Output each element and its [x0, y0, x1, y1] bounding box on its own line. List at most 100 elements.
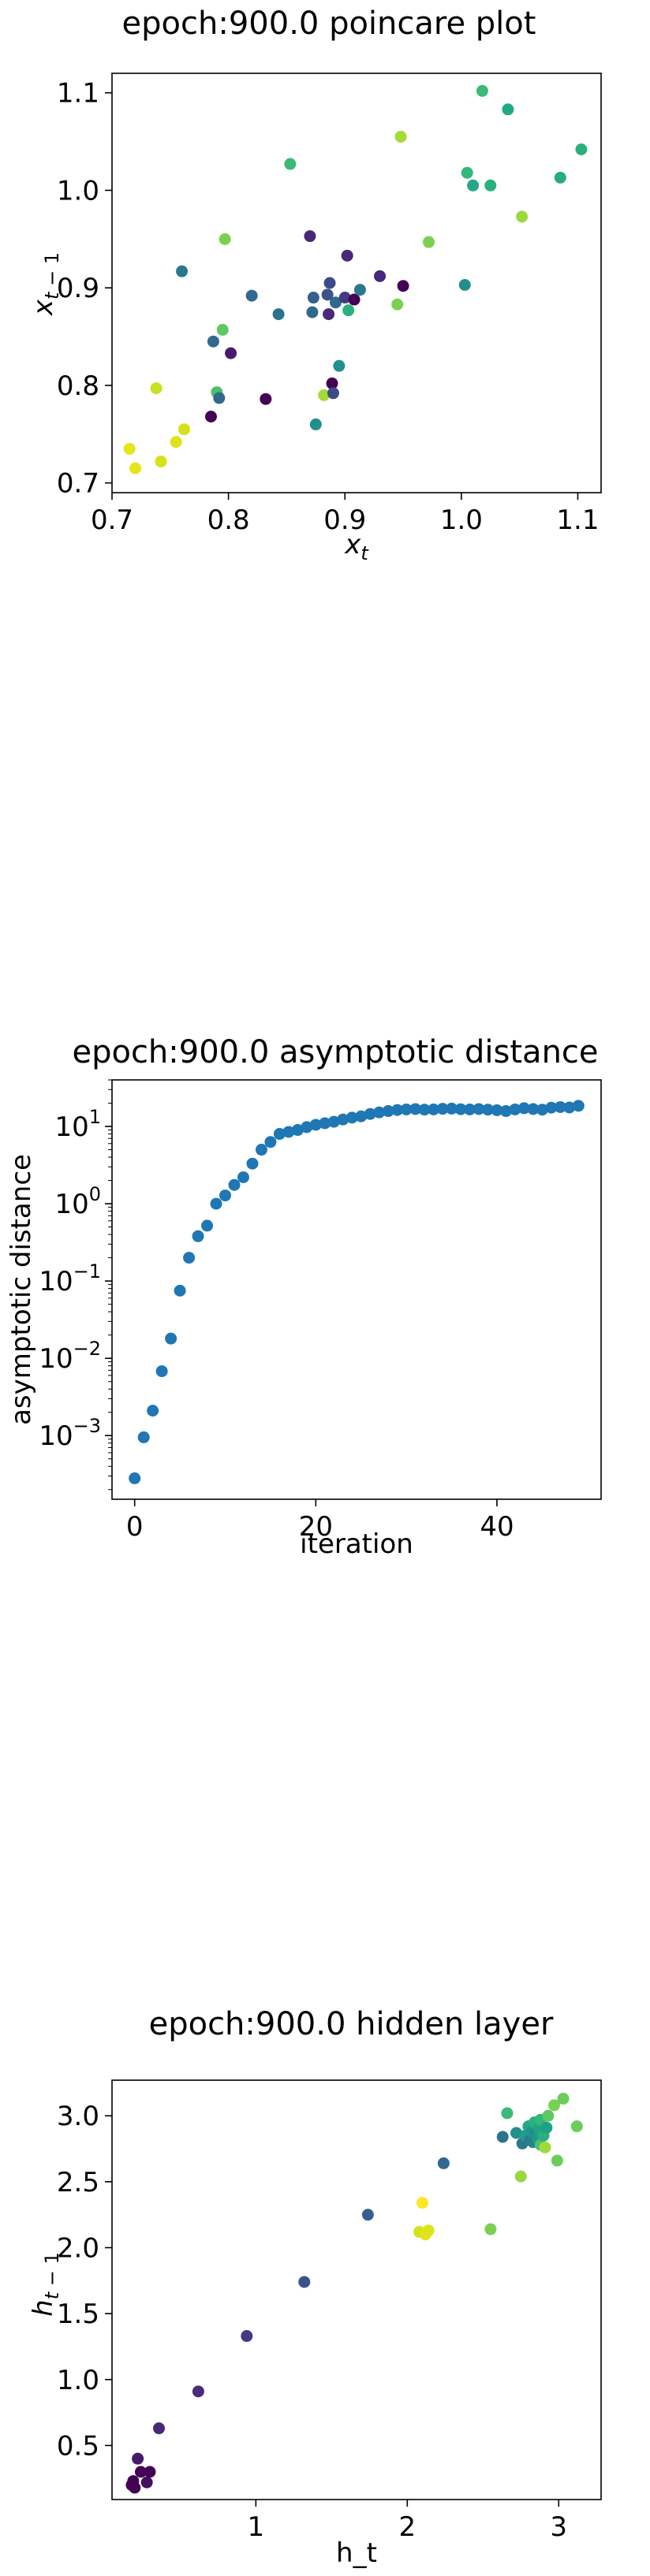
data-point: [539, 2141, 551, 2153]
data-point: [321, 288, 334, 301]
data-point: [516, 210, 529, 223]
y-tick-label: 1.0: [57, 175, 99, 207]
chart-title: epoch:900.0 asymptotic distance: [72, 1034, 598, 1070]
data-point: [575, 143, 588, 156]
data-point: [327, 387, 339, 400]
data-point: [481, 1104, 494, 1116]
data-point: [213, 392, 226, 404]
data-point: [309, 418, 322, 430]
data-point: [150, 382, 162, 395]
data-point: [476, 84, 488, 97]
y-tick-label: 2.0: [57, 2232, 99, 2264]
x-axis-label: xt: [344, 529, 369, 564]
y-tick-label: 10−3: [39, 1415, 101, 1452]
data-point: [174, 1284, 186, 1297]
data-point: [319, 1117, 331, 1130]
x-tick-label: 1.0: [440, 504, 483, 536]
hidden-layer-plot: epoch:900.0 hidden layer 1 2 3 0.5 1.0 1.5 2.…: [28, 2008, 602, 2569]
x-tick-label: 3: [550, 2511, 567, 2543]
y-tick-label: 101: [54, 1106, 101, 1143]
data-point: [536, 1104, 548, 1116]
data-point: [306, 306, 319, 318]
x-tick-label: 2: [398, 2511, 416, 2543]
data-point: [291, 1124, 304, 1137]
data-point: [484, 179, 497, 192]
data-point: [540, 2121, 553, 2134]
y-tick-label: 100: [54, 1183, 101, 1220]
x-tick-label: 20: [299, 1511, 333, 1543]
data-point: [228, 1178, 241, 1191]
y-tick-label: 0.7: [57, 468, 99, 500]
data-point: [129, 1472, 141, 1484]
data-point: [416, 2197, 428, 2209]
y-tick-label: 10−2: [39, 1338, 101, 1375]
data-point: [327, 1115, 340, 1128]
data-point: [323, 308, 335, 321]
data-point: [458, 278, 471, 291]
data-point: [123, 442, 136, 455]
data-point: [361, 2209, 374, 2221]
data-point: [341, 249, 353, 262]
data-point: [563, 1101, 576, 1114]
x-tick-label: 0.8: [207, 504, 250, 536]
data-point: [446, 1102, 458, 1115]
data-point: [272, 308, 285, 321]
data-point: [155, 1365, 168, 1378]
scatter-points: [123, 84, 588, 475]
data-point: [436, 1103, 449, 1115]
data-point: [246, 1157, 259, 1170]
data-point: [400, 1103, 413, 1115]
data-point: [382, 1105, 394, 1118]
data-point: [346, 1111, 358, 1124]
y-tick-label: 0.8: [57, 370, 99, 402]
data-point: [542, 2109, 555, 2122]
data-point: [423, 236, 435, 248]
data-point: [484, 2223, 497, 2235]
data-point: [501, 2107, 514, 2120]
data-point: [298, 2276, 311, 2288]
x-axis: 0 20 40: [126, 1499, 514, 1543]
data-point: [509, 1103, 521, 1115]
data-point: [570, 2120, 583, 2133]
x-axis-label: iteration: [300, 1528, 413, 1560]
data-point: [329, 296, 342, 309]
y-tick-label: 0.5: [57, 2430, 99, 2462]
data-point: [397, 280, 409, 292]
data-point: [155, 455, 167, 467]
data-point: [391, 1104, 404, 1116]
data-point: [499, 1105, 512, 1118]
data-point: [496, 2131, 509, 2143]
data-point: [491, 1104, 503, 1116]
data-point: [554, 171, 566, 184]
data-point: [510, 2127, 523, 2139]
y-axis: 101 100 10−1 10−2 10−3: [39, 1079, 112, 1491]
poincare-plot: epoch:900.0 poincare plot 0.7 0.8 0.9 1.0 1.…: [28, 6, 602, 564]
data-point: [464, 1103, 476, 1115]
data-point: [418, 1104, 431, 1116]
y-axis-label: xt − 1: [28, 252, 63, 316]
data-point: [391, 298, 404, 311]
data-point: [137, 1431, 150, 1443]
scatter-points: [129, 1100, 585, 1484]
x-tick-label: 40: [480, 1511, 514, 1543]
data-point: [473, 1103, 485, 1115]
data-point: [461, 166, 473, 179]
asymptotic-distance-plot: epoch:900.0 asymptotic distance 0 20 40 10…: [6, 1034, 602, 1560]
chart-title: epoch:900.0 poincare plot: [122, 6, 536, 42]
data-point: [183, 1252, 196, 1264]
y-axis: 0.7 0.8 0.9 1.0 1.1: [57, 78, 112, 500]
data-point: [219, 1189, 232, 1202]
data-point: [165, 1332, 177, 1345]
y-tick-label: 10−1: [39, 1260, 101, 1297]
data-point: [554, 1100, 566, 1113]
data-point: [144, 2466, 156, 2478]
data-point: [467, 179, 480, 192]
x-axis: 1 2 3: [248, 2500, 567, 2543]
data-point: [282, 1126, 295, 1138]
x-tick-label: 0: [126, 1511, 144, 1543]
data-point: [255, 1144, 267, 1156]
data-point: [134, 2466, 147, 2478]
data-point: [502, 103, 514, 116]
data-point: [551, 2154, 563, 2167]
data-point: [428, 1103, 440, 1115]
